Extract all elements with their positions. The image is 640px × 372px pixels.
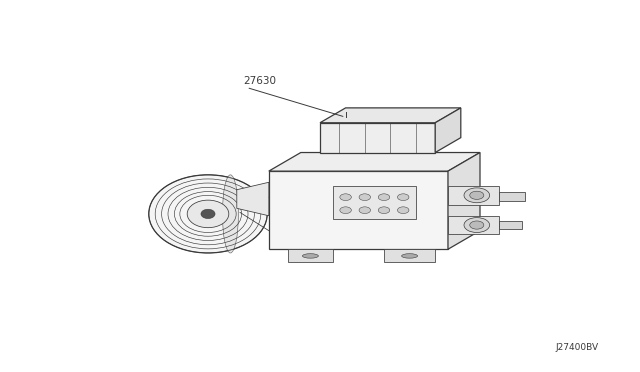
Ellipse shape: [402, 254, 418, 258]
Polygon shape: [333, 186, 416, 219]
Text: 27630: 27630: [243, 76, 276, 86]
Ellipse shape: [378, 194, 390, 201]
Polygon shape: [320, 108, 461, 123]
Polygon shape: [269, 153, 480, 171]
Polygon shape: [237, 182, 269, 216]
Ellipse shape: [470, 191, 484, 199]
Ellipse shape: [148, 175, 268, 253]
Ellipse shape: [340, 194, 351, 201]
Polygon shape: [448, 153, 480, 249]
FancyBboxPatch shape: [499, 221, 522, 229]
Ellipse shape: [464, 218, 490, 232]
Polygon shape: [320, 123, 435, 153]
Ellipse shape: [397, 194, 409, 201]
Ellipse shape: [187, 200, 229, 228]
Ellipse shape: [464, 188, 490, 203]
Ellipse shape: [359, 207, 371, 214]
Ellipse shape: [397, 207, 409, 214]
Polygon shape: [288, 249, 333, 262]
Ellipse shape: [470, 221, 484, 229]
Polygon shape: [448, 216, 499, 234]
Ellipse shape: [201, 209, 215, 219]
Polygon shape: [269, 171, 448, 249]
Polygon shape: [448, 186, 499, 205]
Ellipse shape: [340, 207, 351, 214]
Text: J27400BV: J27400BV: [556, 343, 598, 352]
Ellipse shape: [378, 207, 390, 214]
FancyBboxPatch shape: [499, 192, 525, 201]
Polygon shape: [384, 249, 435, 262]
Ellipse shape: [302, 254, 319, 258]
Polygon shape: [435, 108, 461, 153]
Ellipse shape: [359, 194, 371, 201]
Ellipse shape: [223, 175, 238, 253]
